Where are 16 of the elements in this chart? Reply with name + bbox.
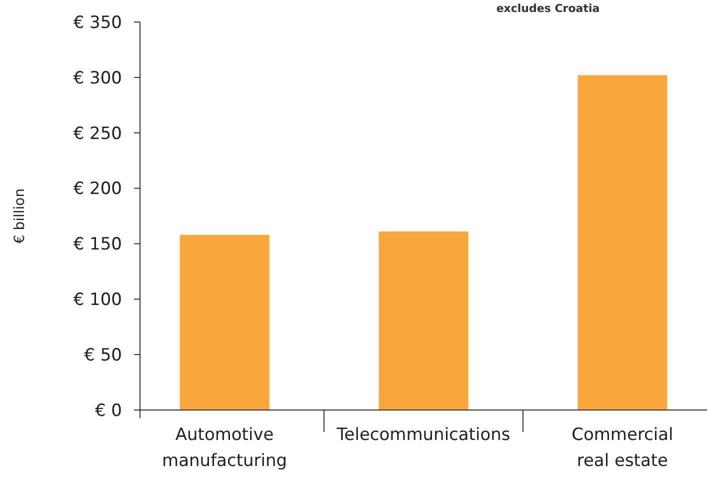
- y-tick-label: € 0: [94, 400, 122, 421]
- y-tick-label: € 50: [84, 346, 122, 366]
- y-axis-title: € billion: [12, 188, 28, 244]
- y-tick-label: € 250: [73, 124, 122, 144]
- x-tick-label: Commercial real estate: [572, 425, 674, 471]
- y-tick-label: € 100: [73, 290, 122, 310]
- bar: [578, 75, 668, 410]
- x-tick-label: Automotive manufacturing: [162, 425, 288, 471]
- x-tick-label: Telecommunications: [336, 425, 510, 445]
- bar: [378, 232, 468, 410]
- bar: [180, 234, 270, 410]
- y-tick-label: € 350: [73, 12, 122, 33]
- text: excludes Croatia: [496, 2, 600, 15]
- y-tick-label: € 200: [73, 179, 122, 200]
- y-tick-label: € 300: [73, 68, 122, 88]
- y-tick-label: € 150: [73, 234, 122, 255]
